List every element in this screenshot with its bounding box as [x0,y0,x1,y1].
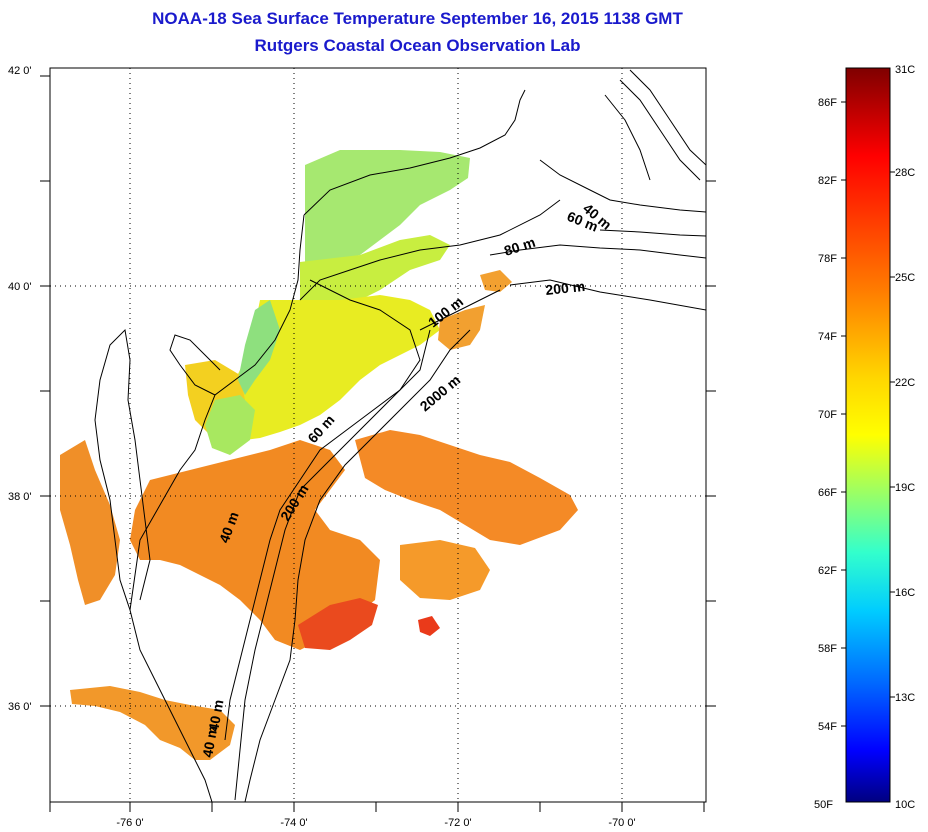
tick-marks [40,75,716,812]
delaware-bay-shore [169,334,221,396]
sst-swath-north [305,150,470,262]
x-tick-label: -70 0' [608,817,635,829]
fahrenheit-label: 78F [818,253,837,265]
celsius-label: 25C [895,272,915,284]
coastline-layer [94,69,706,802]
contour-80m [489,244,706,259]
y-tick-label: 36 0' [8,701,32,713]
coastline [129,89,526,802]
chesapeake-shore [94,328,151,611]
x-tick-label: -72 0' [444,817,471,829]
sst-data-layer [60,150,578,760]
sst-swath-chesapeake [60,440,120,605]
celsius-label: 31C [895,64,915,76]
contour-label-40m-south2: 40 m [199,724,220,758]
contour-label-40m-south1: 40 m [205,698,226,732]
sst-swath-shelf-green [205,395,255,455]
y-tick-label: 42 0' [8,65,32,77]
map-subtitle: Rutgers Coastal Ocean Observation Lab [254,36,581,55]
contour-60m [224,229,706,741]
celsius-label: 10C [895,799,915,811]
fahrenheit-label: 66F [818,487,837,499]
fahrenheit-label: 58F [818,643,837,655]
fahrenheit-label: 62F [818,565,837,577]
sst-swath-ne-orange-2 [480,270,512,292]
sst-swath-offshore [355,430,578,545]
contour-200m [234,279,706,801]
contour-2000m [244,329,471,802]
x-axis-labels: -76 0' -74 0' -72 0' -70 0' [116,817,635,829]
y-axis-labels: 42 0' 40 0' 38 0' 36 0' [8,65,32,713]
contour-40m [299,159,706,301]
fahrenheit-label: 86F [818,97,837,109]
x-tick-label: -74 0' [280,817,307,829]
colorbar-ticks [841,101,895,727]
colorbar-celsius-labels: 31C 28C 25C 22C 19C 16C 13C 10C [895,64,915,811]
sst-swath-north-2 [300,235,450,305]
x-tick-label: -76 0' [116,817,143,829]
map-frame [49,67,707,803]
colorbar-fahrenheit-labels: 86F 82F 78F 74F 70F 66F 62F 58F 54F 50F [814,97,837,811]
celsius-label: 19C [895,482,915,494]
fahrenheit-label: 82F [818,175,837,187]
map-title: NOAA-18 Sea Surface Temperature Septembe… [152,9,683,28]
celsius-label: 13C [895,692,915,704]
celsius-label: 22C [895,377,915,389]
celsius-label: 16C [895,587,915,599]
canyon-contours [604,69,706,181]
fahrenheit-label: 50F [814,799,833,811]
colorbar-gradient [845,67,891,803]
sst-swath-coast-green [238,300,280,395]
contour-label-200m: 200 m [545,278,586,298]
y-tick-label: 40 0' [8,281,32,293]
sst-warm-patch [298,598,378,650]
fahrenheit-label: 54F [818,721,837,733]
sst-swath-central [130,440,380,650]
y-tick-label: 38 0' [8,491,32,503]
sst-swath-ne-orange [438,305,485,350]
fahrenheit-label: 70F [818,409,837,421]
fahrenheit-label: 74F [818,331,837,343]
celsius-label: 28C [895,167,915,179]
sst-swath-offshore-2 [400,540,490,600]
sst-swath-nc [70,686,235,760]
contour-label-2000m: 2000 m [417,372,464,415]
contour-label-80m: 80 m [502,234,537,259]
temperature-colorbar: 86F 82F 78F 74F 70F 66F 62F 58F 54F 50F … [814,64,915,811]
sst-warm-patch-2 [418,616,440,636]
